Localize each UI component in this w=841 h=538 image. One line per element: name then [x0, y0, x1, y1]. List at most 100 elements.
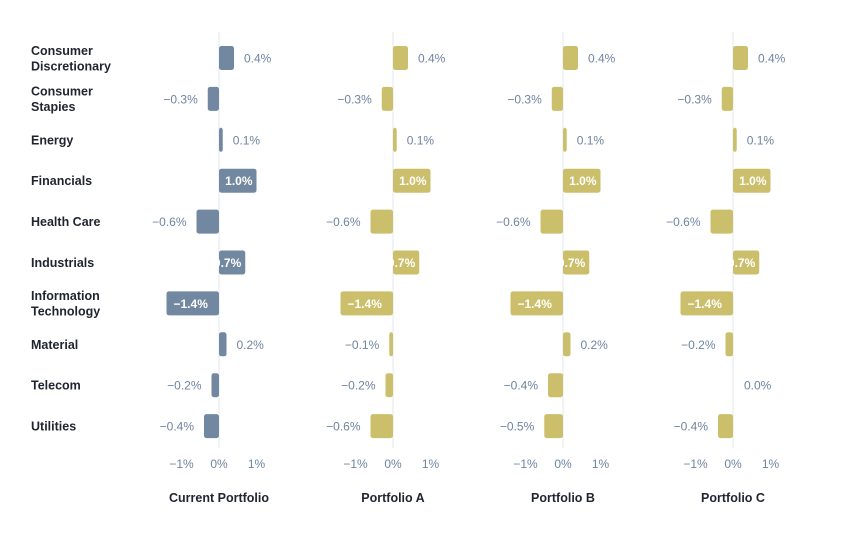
current-portfolio-tick-label-0: 0%: [210, 457, 228, 471]
portfolio-b-bar-telecom: [548, 373, 563, 398]
current-portfolio-value-label-industrials: 0.7%: [214, 256, 242, 270]
portfolio-c-value-label-industrials: 0.7%: [728, 256, 756, 270]
portfolio-a-value-label-information-technology: −1.4%: [348, 297, 383, 311]
portfolio-b-value-label-energy: 0.1%: [577, 133, 605, 147]
portfolio-b-value-label-telecom: −0.4%: [504, 379, 539, 393]
category-label-utilities: Utilities: [31, 420, 76, 434]
portfolio-b-value-label-financials: 1.0%: [569, 174, 597, 188]
current-portfolio-bar-industrials: [219, 250, 246, 275]
category-label-financials: Financials: [31, 174, 92, 188]
current-portfolio-value-label-financials: 1.0%: [225, 174, 253, 188]
portfolio-a-value-label-consumer-discretionary: 0.4%: [418, 52, 446, 66]
portfolio-b-value-label-utilities: −0.5%: [500, 420, 535, 434]
portfolio-b-bar-health-care: [540, 209, 563, 234]
category-label-information-technology: Information Technology: [31, 289, 100, 319]
portfolio-c-bar-consumer-stapies: [721, 86, 733, 111]
portfolio-b-bar-industrials: [563, 250, 590, 275]
portfolio-a-bar-financials: [393, 168, 431, 193]
portfolio-c-bar-consumer-discretionary: [733, 46, 748, 70]
portfolio-c-bar-energy: [733, 127, 737, 152]
current-portfolio-value-label-consumer-discretionary: 0.4%: [244, 52, 272, 66]
portfolio-b-value-label-consumer-discretionary: 0.4%: [588, 52, 616, 66]
portfolio-a-tick-label-1: 1%: [422, 457, 440, 471]
current-portfolio-bar-information-technology: [166, 291, 219, 316]
portfolio-a-bar-consumer-discretionary: [393, 46, 408, 70]
category-label-consumer-stapies: Consumer Stapies: [31, 85, 93, 115]
current-portfolio-value-label-material: 0.2%: [237, 338, 265, 352]
portfolio-a-bar-health-care: [370, 209, 393, 234]
portfolio-a-panel-title: Portfolio A: [361, 491, 424, 505]
portfolio-b-tick-label-1: −1%: [513, 457, 538, 471]
portfolio-a-bar-telecom: [385, 373, 393, 398]
current-portfolio-bar-telecom: [211, 373, 219, 398]
portfolio-b-value-label-health-care: −0.6%: [496, 215, 531, 229]
portfolio-c-panel-title: Portfolio C: [701, 491, 765, 505]
portfolio-c-bar-utilities: [718, 414, 733, 439]
current-portfolio-value-label-telecom: −0.2%: [167, 379, 202, 393]
portfolio-c-value-label-health-care: −0.6%: [666, 215, 701, 229]
portfolio-b-bar-information-technology: [510, 291, 563, 316]
category-label-energy: Energy: [31, 133, 73, 147]
current-portfolio-value-label-energy: 0.1%: [233, 133, 261, 147]
portfolio-c-tick-label-1: −1%: [683, 457, 708, 471]
portfolio-a-value-label-material: −0.1%: [345, 338, 380, 352]
portfolio-a-tick-label-0: 0%: [384, 457, 402, 471]
current-portfolio-tick-label-1: 1%: [248, 457, 266, 471]
portfolio-c-value-label-utilities: −0.4%: [674, 420, 709, 434]
portfolio-b-tick-label-0: 0%: [554, 457, 572, 471]
portfolio-b-bar-utilities: [544, 414, 563, 439]
portfolio-a-bar-information-technology: [340, 291, 393, 316]
portfolio-a-value-label-industrials: 0.7%: [388, 256, 416, 270]
portfolio-a-value-label-utilities: −0.6%: [326, 420, 361, 434]
portfolio-b-bar-consumer-stapies: [551, 86, 563, 111]
current-portfolio-bar-energy: [219, 127, 223, 152]
portfolio-c-bar-health-care: [710, 209, 733, 234]
portfolio-b-bar-energy: [563, 127, 567, 152]
portfolio-c-bar-industrials: [733, 250, 760, 275]
category-label-telecom: Telecom: [31, 379, 81, 393]
portfolio-b-value-label-information-technology: −1.4%: [518, 297, 553, 311]
current-portfolio-bar-financials: [219, 168, 257, 193]
portfolio-c-value-label-telecom: 0.0%: [744, 379, 772, 393]
current-portfolio-bar-consumer-discretionary: [219, 46, 234, 70]
portfolio-b-value-label-material: 0.2%: [581, 338, 609, 352]
portfolio-a-bar-consumer-stapies: [381, 86, 393, 111]
current-portfolio-value-label-health-care: −0.6%: [152, 215, 187, 229]
category-label-industrials: Industrials: [31, 256, 94, 270]
portfolio-c-value-label-information-technology: −1.4%: [688, 297, 723, 311]
portfolio-c-value-label-consumer-stapies: −0.3%: [677, 92, 712, 106]
current-portfolio-value-label-consumer-stapies: −0.3%: [163, 92, 198, 106]
portfolio-a-value-label-consumer-stapies: −0.3%: [337, 92, 372, 106]
portfolio-a-bar-material: [389, 332, 393, 357]
portfolio-c-bar-material: [725, 332, 733, 357]
current-portfolio-bar-utilities: [204, 414, 219, 439]
category-label-material: Material: [31, 338, 78, 352]
category-label-consumer-discretionary: Consumer Discretionary: [31, 44, 111, 74]
portfolio-c-value-label-financials: 1.0%: [739, 174, 767, 188]
current-portfolio-tick-label-1: −1%: [169, 457, 194, 471]
portfolio-a-value-label-financials: 1.0%: [399, 174, 427, 188]
portfolio-a-bar-utilities: [370, 414, 393, 439]
portfolio-a-bar-energy: [393, 127, 397, 152]
portfolio-a-value-label-health-care: −0.6%: [326, 215, 361, 229]
portfolio-a-value-label-energy: 0.1%: [407, 133, 435, 147]
portfolio-c-value-label-material: −0.2%: [681, 338, 716, 352]
current-portfolio-panel-title: Current Portfolio: [169, 491, 269, 505]
portfolio-c-bar-information-technology: [680, 291, 733, 316]
category-label-health-care: Health Care: [31, 215, 101, 229]
portfolio-b-bar-consumer-discretionary: [563, 46, 578, 70]
portfolio-c-tick-label-1: 1%: [762, 457, 780, 471]
portfolio-b-value-label-consumer-stapies: −0.3%: [507, 92, 542, 106]
portfolio-c-tick-label-0: 0%: [724, 457, 742, 471]
portfolio-b-value-label-industrials: 0.7%: [558, 256, 586, 270]
current-portfolio-value-label-information-technology: −1.4%: [174, 297, 209, 311]
current-portfolio-bar-health-care: [196, 209, 219, 234]
portfolio-b-panel-title: Portfolio B: [531, 491, 595, 505]
portfolio-c-bar-financials: [733, 168, 771, 193]
portfolio-b-bar-financials: [563, 168, 601, 193]
current-portfolio-bar-material: [219, 332, 227, 357]
portfolio-b-tick-label-1: 1%: [592, 457, 610, 471]
portfolio-a-value-label-telecom: −0.2%: [341, 379, 376, 393]
